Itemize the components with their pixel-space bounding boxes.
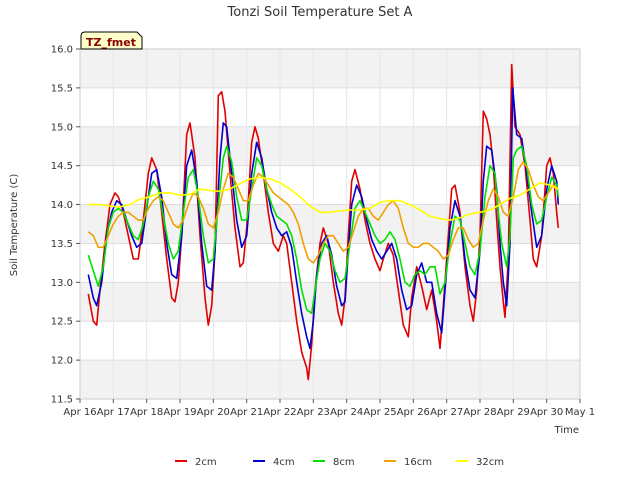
badge-box	[80, 31, 143, 50]
plot-background-bands	[80, 49, 580, 399]
series-line-2cm	[87, 63, 560, 381]
x-tick-label: Apr 25	[363, 407, 396, 418]
y-tick-label: 13.0	[51, 278, 73, 289]
series-lines	[87, 63, 560, 381]
plot-band	[80, 360, 580, 399]
series-line-4cm	[87, 87, 560, 350]
y-axis-ticks: 11.5 12.0 12.5 13.0 13.5 14.0 14.5 15.0 15.5 16.0	[51, 45, 80, 406]
badge-label: TZ_fmet	[86, 36, 136, 49]
series-line-16cm	[87, 161, 559, 264]
series-line-8cm	[87, 145, 560, 315]
plot-band	[80, 49, 580, 88]
x-tick-label: Apr 23	[297, 407, 330, 418]
station-badge: TZ_fmet	[80, 31, 143, 50]
x-tick-label: Apr 16	[63, 407, 96, 418]
y-tick-label: 16.0	[51, 45, 73, 56]
legend-label-2cm: 2cm	[195, 457, 217, 468]
x-tick-label: Apr 30	[530, 407, 563, 418]
x-tick-label: Apr 28	[463, 407, 496, 418]
x-tick-label: May 1	[565, 407, 595, 418]
y-axis-label: Soil Temperature (C)	[9, 174, 20, 277]
plot-band	[80, 204, 580, 244]
legend: 2cm 4cm 8cm 16cm 32cm	[175, 457, 504, 468]
x-tick-label: Apr 27	[430, 407, 463, 418]
x-tick-label: Apr 17	[97, 407, 130, 418]
plot-band	[80, 282, 580, 322]
y-tick-label: 11.5	[51, 395, 73, 406]
x-tick-label: Apr 24	[330, 407, 363, 418]
x-tick-label: Apr 29	[497, 407, 530, 418]
chart-title: Tonzi Soil Temperature Set A	[227, 5, 413, 20]
y-tick-label: 15.0	[51, 122, 73, 133]
y-tick-label: 14.5	[51, 161, 73, 172]
x-axis-label: Time	[554, 425, 579, 436]
plot-band	[80, 126, 580, 166]
x-tick-label: Apr 18	[130, 407, 163, 418]
plot-frame	[79, 48, 581, 400]
x-tick-label: Apr 26	[397, 407, 430, 418]
legend-label-8cm: 8cm	[333, 457, 355, 468]
x-axis-ticks: Apr 16 Apr 17 Apr 18 Apr 19 Apr 20 Apr 21 Apr …	[63, 399, 595, 418]
legend-label-32cm: 32cm	[476, 457, 504, 468]
y-tick-label: 12.0	[51, 356, 73, 367]
y-tick-label: 14.0	[51, 200, 73, 211]
x-tick-label: Apr 21	[230, 407, 263, 418]
y-tick-label: 15.5	[51, 83, 73, 94]
legend-label-16cm: 16cm	[404, 457, 432, 468]
y-tick-label: 12.5	[51, 317, 73, 328]
legend-label-4cm: 4cm	[273, 457, 295, 468]
x-tick-label: Apr 22	[263, 407, 296, 418]
series-line-32cm	[88, 176, 559, 221]
y-tick-label: 13.5	[51, 239, 73, 250]
x-tick-label: Apr 19	[163, 407, 196, 418]
x-tick-label: Apr 20	[197, 407, 230, 418]
